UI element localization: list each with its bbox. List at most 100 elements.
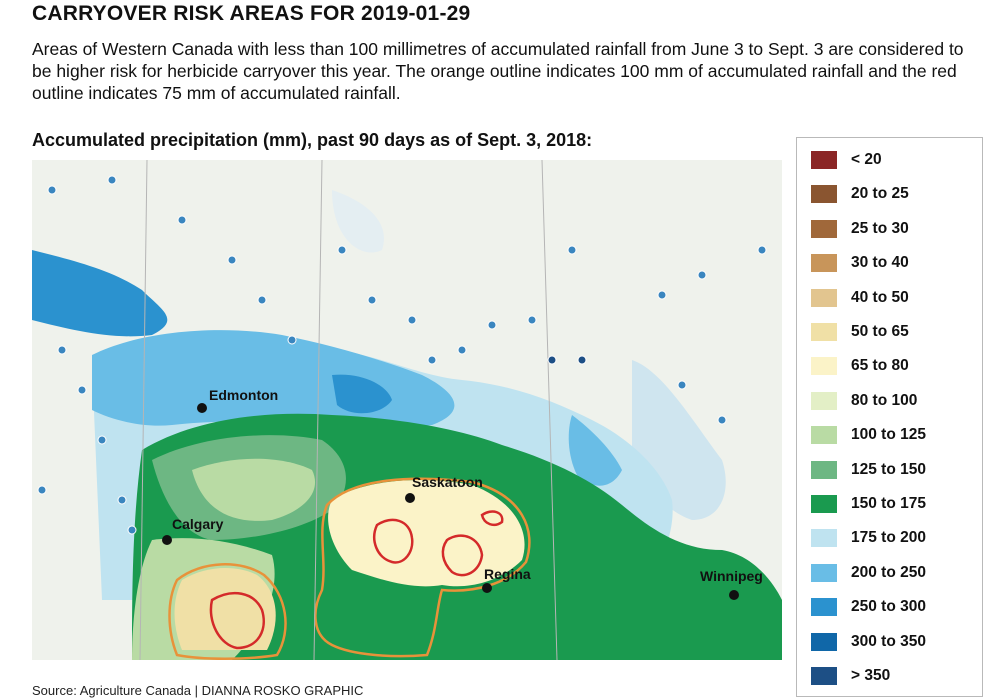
city-label-edmonton: Edmonton <box>209 387 278 403</box>
legend-item: 300 to 350 <box>811 632 926 652</box>
city-label-winnipeg: Winnipeg <box>700 568 763 584</box>
legend-item: 80 to 100 <box>811 391 917 411</box>
legend-label: 20 to 25 <box>851 185 909 203</box>
legend-label: 300 to 350 <box>851 632 926 650</box>
station-marker <box>337 245 347 255</box>
city-marker-saskatoon <box>405 493 415 503</box>
legend-swatch <box>811 460 837 479</box>
legend-item: 50 to 65 <box>811 322 909 342</box>
precip-zone-50-65-alberta <box>174 568 276 650</box>
outline-100mm-alberta <box>168 563 287 660</box>
station-marker <box>697 270 707 280</box>
legend-label: 40 to 50 <box>851 288 909 306</box>
city-marker-edmonton <box>197 403 207 413</box>
precip-zone-100-125 <box>192 458 316 521</box>
station-marker <box>257 295 267 305</box>
legend-label: 175 to 200 <box>851 529 926 547</box>
city-winnipeg: Winnipeg <box>700 568 763 600</box>
map-canvas: Edmonton Saskatoon Calgary Regina Winnip… <box>32 160 782 660</box>
precip-zone-250-300-west <box>32 250 168 337</box>
source-credit: Source: Agriculture Canada | DIANNA ROSK… <box>32 683 364 698</box>
precipitation-map: Edmonton Saskatoon Calgary Regina Winnip… <box>32 160 782 660</box>
station-marker <box>47 185 57 195</box>
weather-stations <box>37 175 767 535</box>
legend-item: < 20 <box>811 150 882 170</box>
map-title: CARRYOVER RISK AREAS FOR 2019-01-29 <box>32 2 471 25</box>
legend-label: < 20 <box>851 151 882 168</box>
city-saskatoon: Saskatoon <box>405 474 483 503</box>
city-marker-winnipeg <box>729 590 739 600</box>
legend-swatch <box>811 495 837 513</box>
legend-label: 200 to 250 <box>851 563 926 581</box>
legend-label: 65 to 80 <box>851 357 909 375</box>
legend-item: 20 to 25 <box>811 184 909 204</box>
legend-label: > 350 <box>851 667 891 684</box>
legend-item: 100 to 125 <box>811 425 926 445</box>
border-sask-manitoba <box>541 160 558 660</box>
legend-item: 250 to 300 <box>811 597 926 617</box>
legend-swatch <box>811 598 837 617</box>
outline-100mm-sask <box>314 477 531 658</box>
city-edmonton: Edmonton <box>197 387 278 413</box>
station-marker <box>77 385 87 395</box>
legend-swatch <box>811 323 837 341</box>
precip-zone-65-80-sask <box>328 480 525 587</box>
legend-label: 25 to 30 <box>851 219 909 237</box>
outline-75mm-a <box>373 518 414 564</box>
outline-75mm-c <box>480 510 504 527</box>
legend-swatch <box>811 563 837 582</box>
legend-swatch <box>811 391 837 410</box>
legend-item: 150 to 175 <box>811 494 926 514</box>
station-marker <box>287 335 297 345</box>
legend-item: 30 to 40 <box>811 253 909 273</box>
outline-75mm-alberta <box>209 592 265 650</box>
station-marker <box>37 485 47 495</box>
station-marker <box>127 525 137 535</box>
city-marker-calgary <box>162 535 172 545</box>
legend-label: 100 to 125 <box>851 426 926 444</box>
legend-swatch <box>811 632 837 651</box>
legend-swatch <box>811 185 837 204</box>
station-marker <box>717 415 727 425</box>
station-marker <box>427 355 437 365</box>
station-marker <box>107 175 117 185</box>
legend-item: 200 to 250 <box>811 563 926 583</box>
station-marker <box>407 315 417 325</box>
legend-swatch <box>811 667 837 685</box>
city-regina: Regina <box>482 566 531 593</box>
station-marker <box>657 290 667 300</box>
legend-item: 40 to 50 <box>811 288 909 308</box>
precipitation-legend: < 20 20 to 25 25 to 30 30 to 40 40 to 50 50 t… <box>796 137 983 697</box>
legend-swatch <box>811 529 837 548</box>
legend-item: 65 to 80 <box>811 356 909 376</box>
legend-label: 125 to 150 <box>851 460 926 478</box>
station-marker <box>227 255 237 265</box>
legend-item: 125 to 150 <box>811 460 926 480</box>
legend-swatch <box>811 426 837 445</box>
station-marker <box>677 380 687 390</box>
legend-item: 175 to 200 <box>811 528 926 548</box>
station-marker <box>567 245 577 255</box>
legend-label: 50 to 65 <box>851 323 909 340</box>
legend-swatch <box>811 219 837 238</box>
map-subtitle: Accumulated precipitation (mm), past 90 … <box>32 130 593 150</box>
legend-swatch <box>811 151 837 169</box>
city-marker-regina <box>482 583 492 593</box>
legend-label: 30 to 40 <box>851 254 909 272</box>
station-marker <box>57 345 67 355</box>
city-label-regina: Regina <box>484 566 531 582</box>
legend-label: 250 to 300 <box>851 598 926 616</box>
border-bc-alberta <box>139 160 148 660</box>
outline-75mm-b <box>441 534 484 577</box>
precip-zone-250-300-central <box>332 374 392 414</box>
station-marker <box>97 435 107 445</box>
station-marker <box>117 495 127 505</box>
station-marker <box>487 320 497 330</box>
border-alberta-sask <box>313 160 323 660</box>
station-marker <box>177 215 187 225</box>
city-label-calgary: Calgary <box>172 516 224 532</box>
legend-item: 25 to 30 <box>811 219 909 239</box>
map-description: Areas of Western Canada with less than 1… <box>32 39 964 103</box>
station-marker <box>457 345 467 355</box>
station-marker <box>367 295 377 305</box>
